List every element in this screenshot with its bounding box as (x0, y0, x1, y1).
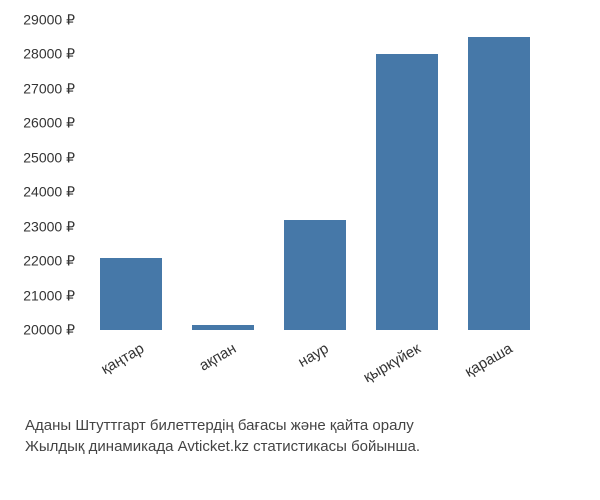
x-tick-label: қаңтар (99, 340, 148, 378)
y-tick-label: 23000 ₽ (23, 218, 75, 235)
x-tick-label: қыркүйек (360, 340, 423, 386)
bar (192, 325, 254, 330)
bar (376, 54, 438, 330)
chart-caption: Аданы Штуттгарт билеттердің бағасы және … (25, 415, 595, 457)
y-tick-label: 20000 ₽ (23, 322, 75, 339)
bar (468, 37, 530, 330)
chart-area (85, 20, 545, 330)
y-tick-label: 22000 ₽ (23, 253, 75, 270)
x-tick-label: ақпан (197, 340, 240, 375)
bars-container (85, 20, 545, 330)
y-tick-label: 28000 ₽ (23, 46, 75, 63)
y-tick-label: 25000 ₽ (23, 149, 75, 166)
x-tick-label: қараша (462, 340, 516, 381)
y-tick-label: 27000 ₽ (23, 80, 75, 97)
bar (100, 258, 162, 330)
y-tick-label: 29000 ₽ (23, 12, 75, 29)
y-tick-label: 26000 ₽ (23, 115, 75, 132)
x-axis: қаңтар ақпан наур қыркүйек қараша (85, 332, 545, 412)
x-tick-label: наур (295, 340, 331, 371)
y-tick-label: 21000 ₽ (23, 287, 75, 304)
caption-line-1: Аданы Штуттгарт билеттердің бағасы және … (25, 415, 595, 436)
bar (284, 220, 346, 330)
caption-line-2: Жылдық динамикада Avticket.kz статистика… (25, 436, 595, 457)
y-axis: 29000 ₽28000 ₽27000 ₽26000 ₽25000 ₽24000… (0, 20, 85, 330)
y-tick-label: 24000 ₽ (23, 184, 75, 201)
